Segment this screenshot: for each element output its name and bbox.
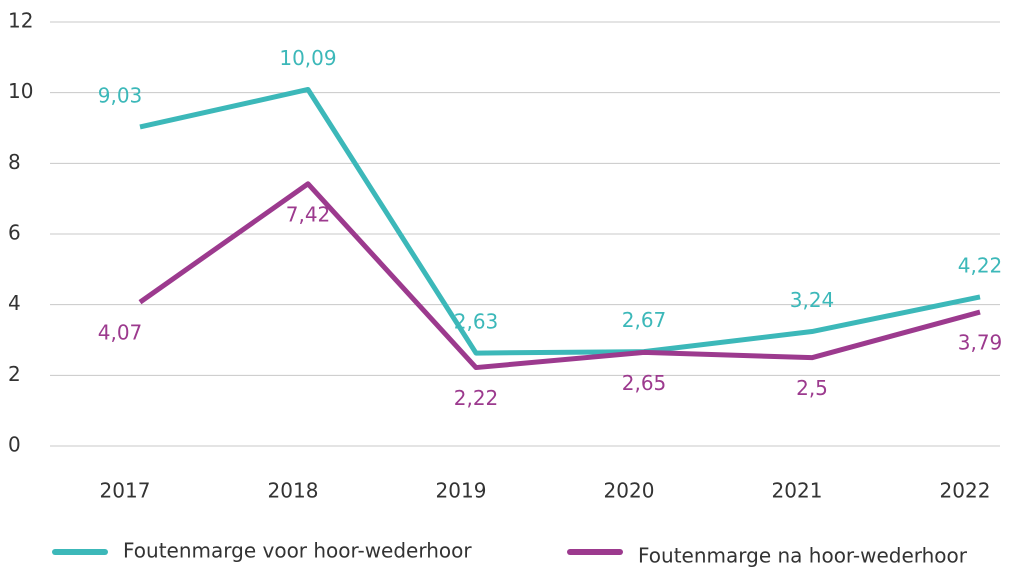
y-tick-label: 4: [8, 291, 21, 315]
data-label: 2,22: [454, 386, 499, 410]
series-line: [138, 181, 981, 371]
x-tick-label: 2018: [268, 479, 319, 503]
y-tick-label: 10: [8, 79, 33, 103]
y-tick-label: 0: [8, 433, 21, 457]
data-label: 2,67: [622, 308, 667, 332]
data-label: 2,63: [454, 310, 499, 334]
y-tick-label: 12: [8, 9, 33, 33]
y-tick-label: 8: [8, 150, 21, 174]
x-tick-label: 2020: [604, 479, 655, 503]
legend-label: Foutenmarge na hoor-wederhoor: [638, 544, 968, 568]
data-label: 4,07: [98, 321, 143, 345]
y-tick-label: 6: [8, 221, 21, 245]
data-label: 7,42: [286, 202, 331, 226]
series-line: [139, 86, 981, 356]
legend-label: Foutenmarge voor hoor-wederhoor: [123, 539, 472, 563]
x-tick-label: 2021: [772, 479, 823, 503]
data-label: 3,24: [790, 288, 835, 312]
data-label: 3,79: [958, 331, 1003, 355]
data-label: 10,09: [279, 46, 336, 70]
data-label: 4,22: [958, 253, 1003, 277]
data-label: 9,03: [98, 83, 143, 107]
x-tick-label: 2019: [436, 479, 487, 503]
data-label: 2,5: [796, 376, 828, 400]
x-tick-label: 2017: [100, 479, 151, 503]
x-tick-label: 2022: [940, 479, 991, 503]
y-tick-label: 2: [8, 362, 21, 386]
data-label: 2,65: [622, 371, 667, 395]
